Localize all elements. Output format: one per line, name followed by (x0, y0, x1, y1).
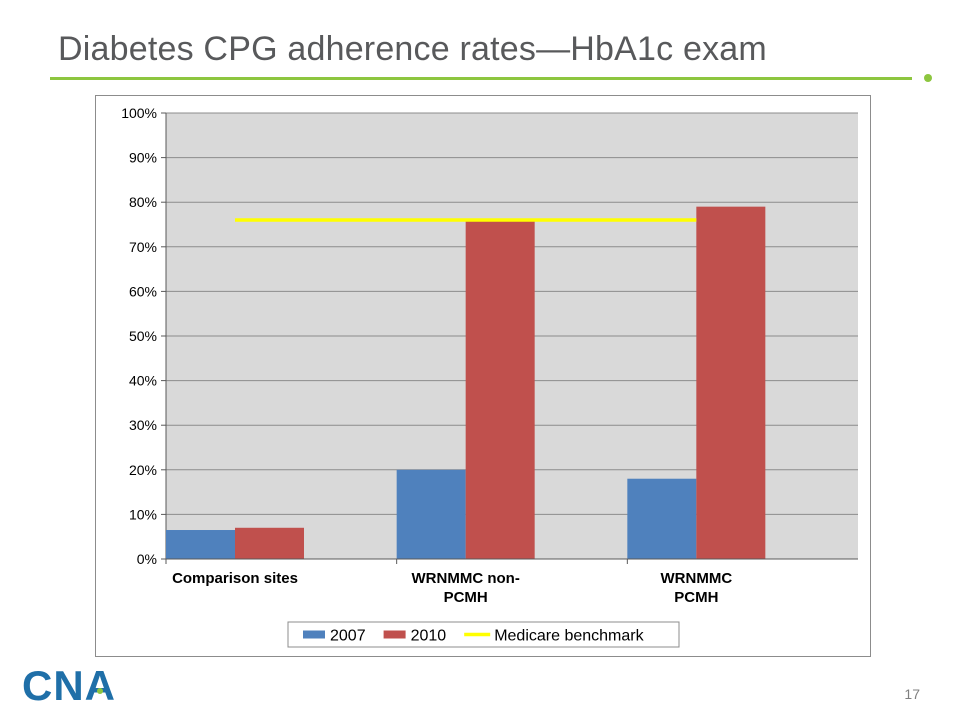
legend-label: 2010 (411, 628, 447, 645)
y-tick-label: 50% (129, 328, 157, 344)
x-category-label: Comparison sites (172, 570, 298, 587)
x-category-label: WRNMMC non- (412, 570, 520, 587)
logo-accent-dot (97, 688, 103, 694)
title-accent-dot (924, 74, 932, 82)
y-tick-label: 90% (129, 150, 157, 166)
bar-2010-1 (465, 220, 535, 559)
x-category-label: PCMH (444, 589, 488, 606)
bar-2010-0 (235, 527, 304, 559)
slide-title: Diabetes CPG adherence rates—HbA1c exam (58, 30, 767, 68)
y-tick-label: 40% (129, 373, 157, 389)
legend-swatch-2010 (383, 630, 406, 639)
legend-label: 2007 (330, 628, 366, 645)
title-underline (50, 77, 912, 80)
y-tick-label: 60% (129, 283, 157, 299)
y-tick-label: 20% (129, 462, 157, 478)
bar-2007-2 (627, 478, 697, 559)
bar-2010-2 (696, 206, 766, 559)
x-category-label: PCMH (674, 589, 718, 606)
y-tick-label: 30% (129, 417, 157, 433)
page-number: 17 (904, 686, 920, 702)
x-category-label: WRNMMC (661, 570, 733, 587)
bar-chart: 0% 10% 20% 30% 40% 50% 60% 70% 80% 90% 100% Compari… (121, 105, 858, 648)
bar-2007-1 (396, 469, 466, 559)
y-tick-label: 70% (129, 239, 157, 255)
cna-logo: CNA (22, 662, 116, 709)
y-tick-label: 0% (137, 551, 157, 567)
legend-label: Medicare benchmark (494, 628, 644, 645)
y-tick-label: 10% (129, 506, 157, 522)
bar-2007-0 (166, 530, 235, 559)
y-tick-label: 100% (121, 105, 157, 121)
y-tick-label: 80% (129, 194, 157, 210)
legend-swatch-2007 (303, 630, 325, 639)
